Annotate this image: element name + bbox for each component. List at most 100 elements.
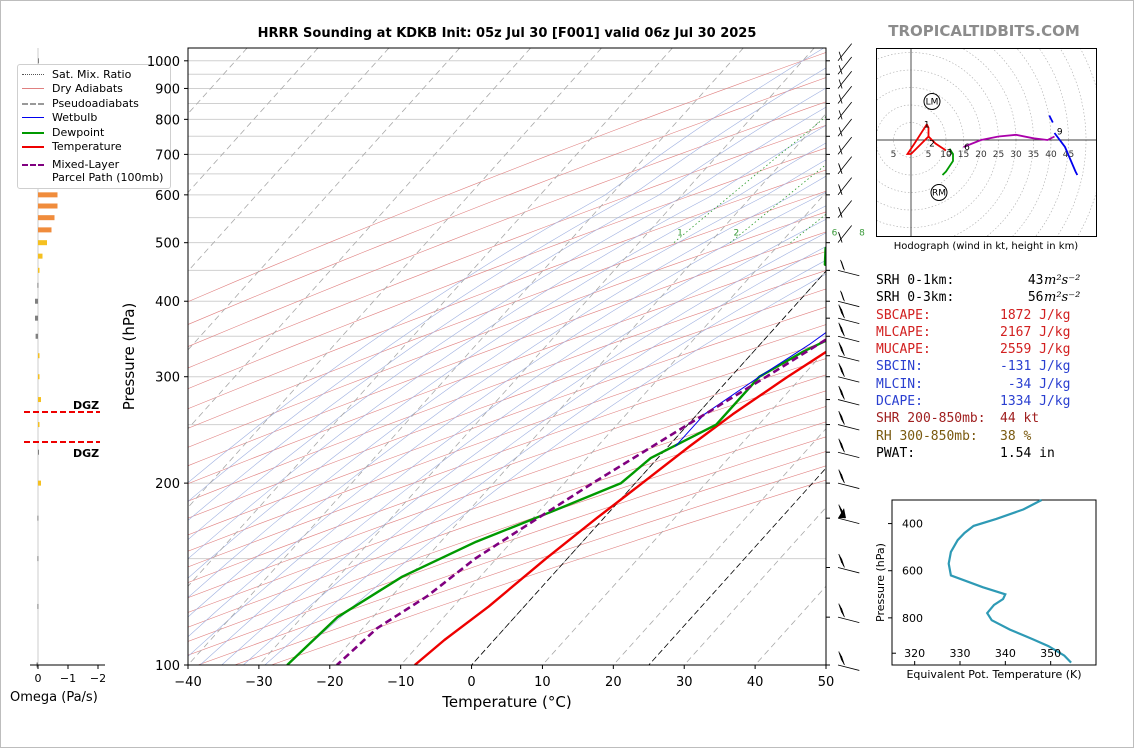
dry-adiabat-line xyxy=(188,406,826,628)
dry-adiabat-line xyxy=(188,169,826,410)
dry-adiabat-line xyxy=(188,358,826,583)
wind-barb-feather xyxy=(838,469,843,479)
y-tick-label: 300 xyxy=(155,371,180,386)
isotherm-line xyxy=(188,48,673,587)
wind-barb-shaft xyxy=(837,56,852,75)
legend-item: Mixed-Layer Parcel Path (100mb) xyxy=(22,158,168,184)
wind-barb-shaft xyxy=(837,101,852,120)
series-dewpoint-line xyxy=(286,246,826,665)
hodo-trace xyxy=(963,133,1055,148)
mixing-ratio-line xyxy=(828,48,870,243)
wind-barb-shaft xyxy=(837,200,852,218)
hodo-tick-label: 10 xyxy=(940,150,952,160)
theta-e-y-tick-label: 600 xyxy=(902,565,923,578)
legend-item: Dry Adiabats xyxy=(22,82,168,96)
param-name: SHR 200-850mb: xyxy=(876,411,986,427)
omega-bar xyxy=(38,480,41,486)
hodo-height-label: 9 xyxy=(1057,127,1063,137)
wind-barb-shaft xyxy=(837,43,852,62)
omega-bar xyxy=(38,353,40,359)
sounding-parameters: SRH 0-1km: 43 m²s⁻² SRH 0-3km: 56 m²s⁻² SBCA… xyxy=(876,272,1096,462)
y-tick-label: 800 xyxy=(155,113,180,128)
wind-barb-shaft xyxy=(837,225,852,243)
dry-adiabat-line xyxy=(197,451,826,665)
param-value: 2167 J/kg xyxy=(1000,324,1071,340)
dgz-label-top: DGZ xyxy=(73,399,99,412)
isotherm-line xyxy=(400,191,826,665)
omega-bar xyxy=(38,422,40,428)
legend-item: Wetbulb xyxy=(22,111,168,125)
pseudoadiabat-line xyxy=(188,67,826,502)
param-name: PWAT: xyxy=(876,445,916,461)
dry-adiabat-line xyxy=(188,52,826,303)
hodograph-frame xyxy=(876,48,1097,237)
wind-barb-feather xyxy=(838,385,843,396)
hodo-trace xyxy=(905,123,930,155)
omega-bar xyxy=(38,227,52,233)
dry-adiabat-line xyxy=(188,251,826,485)
dry-adiabat-line xyxy=(188,341,826,568)
hodo-tick-label: 30 xyxy=(1010,150,1022,160)
param-name: SRH 0-3km: xyxy=(876,290,955,306)
dry-adiabat-line xyxy=(188,77,826,325)
theta-e-x-label: Equivalent Pot. Temperature (K) xyxy=(906,668,1081,681)
theta-e-x-tick-label: 320 xyxy=(904,647,925,660)
omega-bar xyxy=(38,58,39,64)
skew-t-panel: 126810131620243036−40−30−20−100102030405… xyxy=(120,43,870,711)
param-row: SBCIN: -131 J/kg xyxy=(876,358,1096,375)
x-axis-label: Temperature (°C) xyxy=(441,693,571,711)
isotherm-line xyxy=(188,48,744,665)
pseudoadiabat-line xyxy=(243,246,826,665)
param-row: RH 300-850mb: 38 % xyxy=(876,428,1096,445)
legend-swatch xyxy=(22,132,44,134)
dry-adiabat-line xyxy=(188,101,826,347)
isotherm-line xyxy=(683,506,826,665)
wind-barb-shaft xyxy=(837,300,860,308)
theta-e-y-label: Pressure (hPa) xyxy=(874,543,887,622)
legend-label: Dewpoint xyxy=(52,126,105,139)
param-value: 38 % xyxy=(1000,428,1032,444)
pseudoadiabat-line xyxy=(221,232,826,665)
mixing-ratio-line xyxy=(790,213,826,244)
param-value: 44 kt xyxy=(1000,411,1040,427)
pseudoadiabat-line xyxy=(199,218,826,665)
param-name: MLCAPE: xyxy=(876,324,931,340)
param-value: 43 xyxy=(1020,273,1044,288)
theta-e-y-tick-label: 400 xyxy=(902,518,923,531)
legend-swatch xyxy=(22,164,44,166)
wind-barb-feather xyxy=(838,145,843,155)
pseudoadiabat-line xyxy=(286,273,826,665)
pseudoadiabat-line xyxy=(264,259,826,665)
hodo-motion-label: LM xyxy=(926,98,939,108)
wind-barb-shaft xyxy=(837,317,860,325)
legend-item: Temperature xyxy=(22,140,168,154)
omega-bar xyxy=(37,515,39,521)
hodo-tick-label: 5 xyxy=(926,150,932,160)
legend-swatch xyxy=(22,146,44,148)
isotherm-line xyxy=(542,349,826,665)
param-value: 2559 J/kg xyxy=(1000,342,1071,358)
legend-label: Temperature xyxy=(52,140,122,153)
param-value: 1334 J/kg xyxy=(1000,394,1071,410)
theta-e-x-tick-label: 350 xyxy=(1040,647,1061,660)
y-tick-label: 500 xyxy=(155,237,180,252)
dry-adiabat-line xyxy=(188,190,826,429)
dry-adiabat-line xyxy=(188,324,826,552)
param-name: DCAPE: xyxy=(876,394,923,410)
omega-bar xyxy=(38,203,58,209)
omega-bar xyxy=(38,449,39,455)
omega-bar xyxy=(38,397,41,403)
x-tick-label: −20 xyxy=(316,675,343,690)
legend-item: Sat. Mix. Ratio xyxy=(22,68,168,82)
param-row: SRH 0-1km: 43 m²s⁻² xyxy=(876,272,1096,289)
isotherm-line xyxy=(613,428,826,665)
omega-bar xyxy=(37,603,39,609)
omega-x-tick-label: 0 xyxy=(35,672,42,685)
wind-barb-shaft xyxy=(837,517,860,524)
omega-bar xyxy=(35,315,38,321)
dry-adiabat-line xyxy=(188,390,826,613)
dry-adiabat-line xyxy=(188,231,826,467)
legend-swatch xyxy=(22,88,44,89)
hodo-tick-label: 5 xyxy=(891,150,897,160)
mixing-ratio-line xyxy=(673,116,826,244)
